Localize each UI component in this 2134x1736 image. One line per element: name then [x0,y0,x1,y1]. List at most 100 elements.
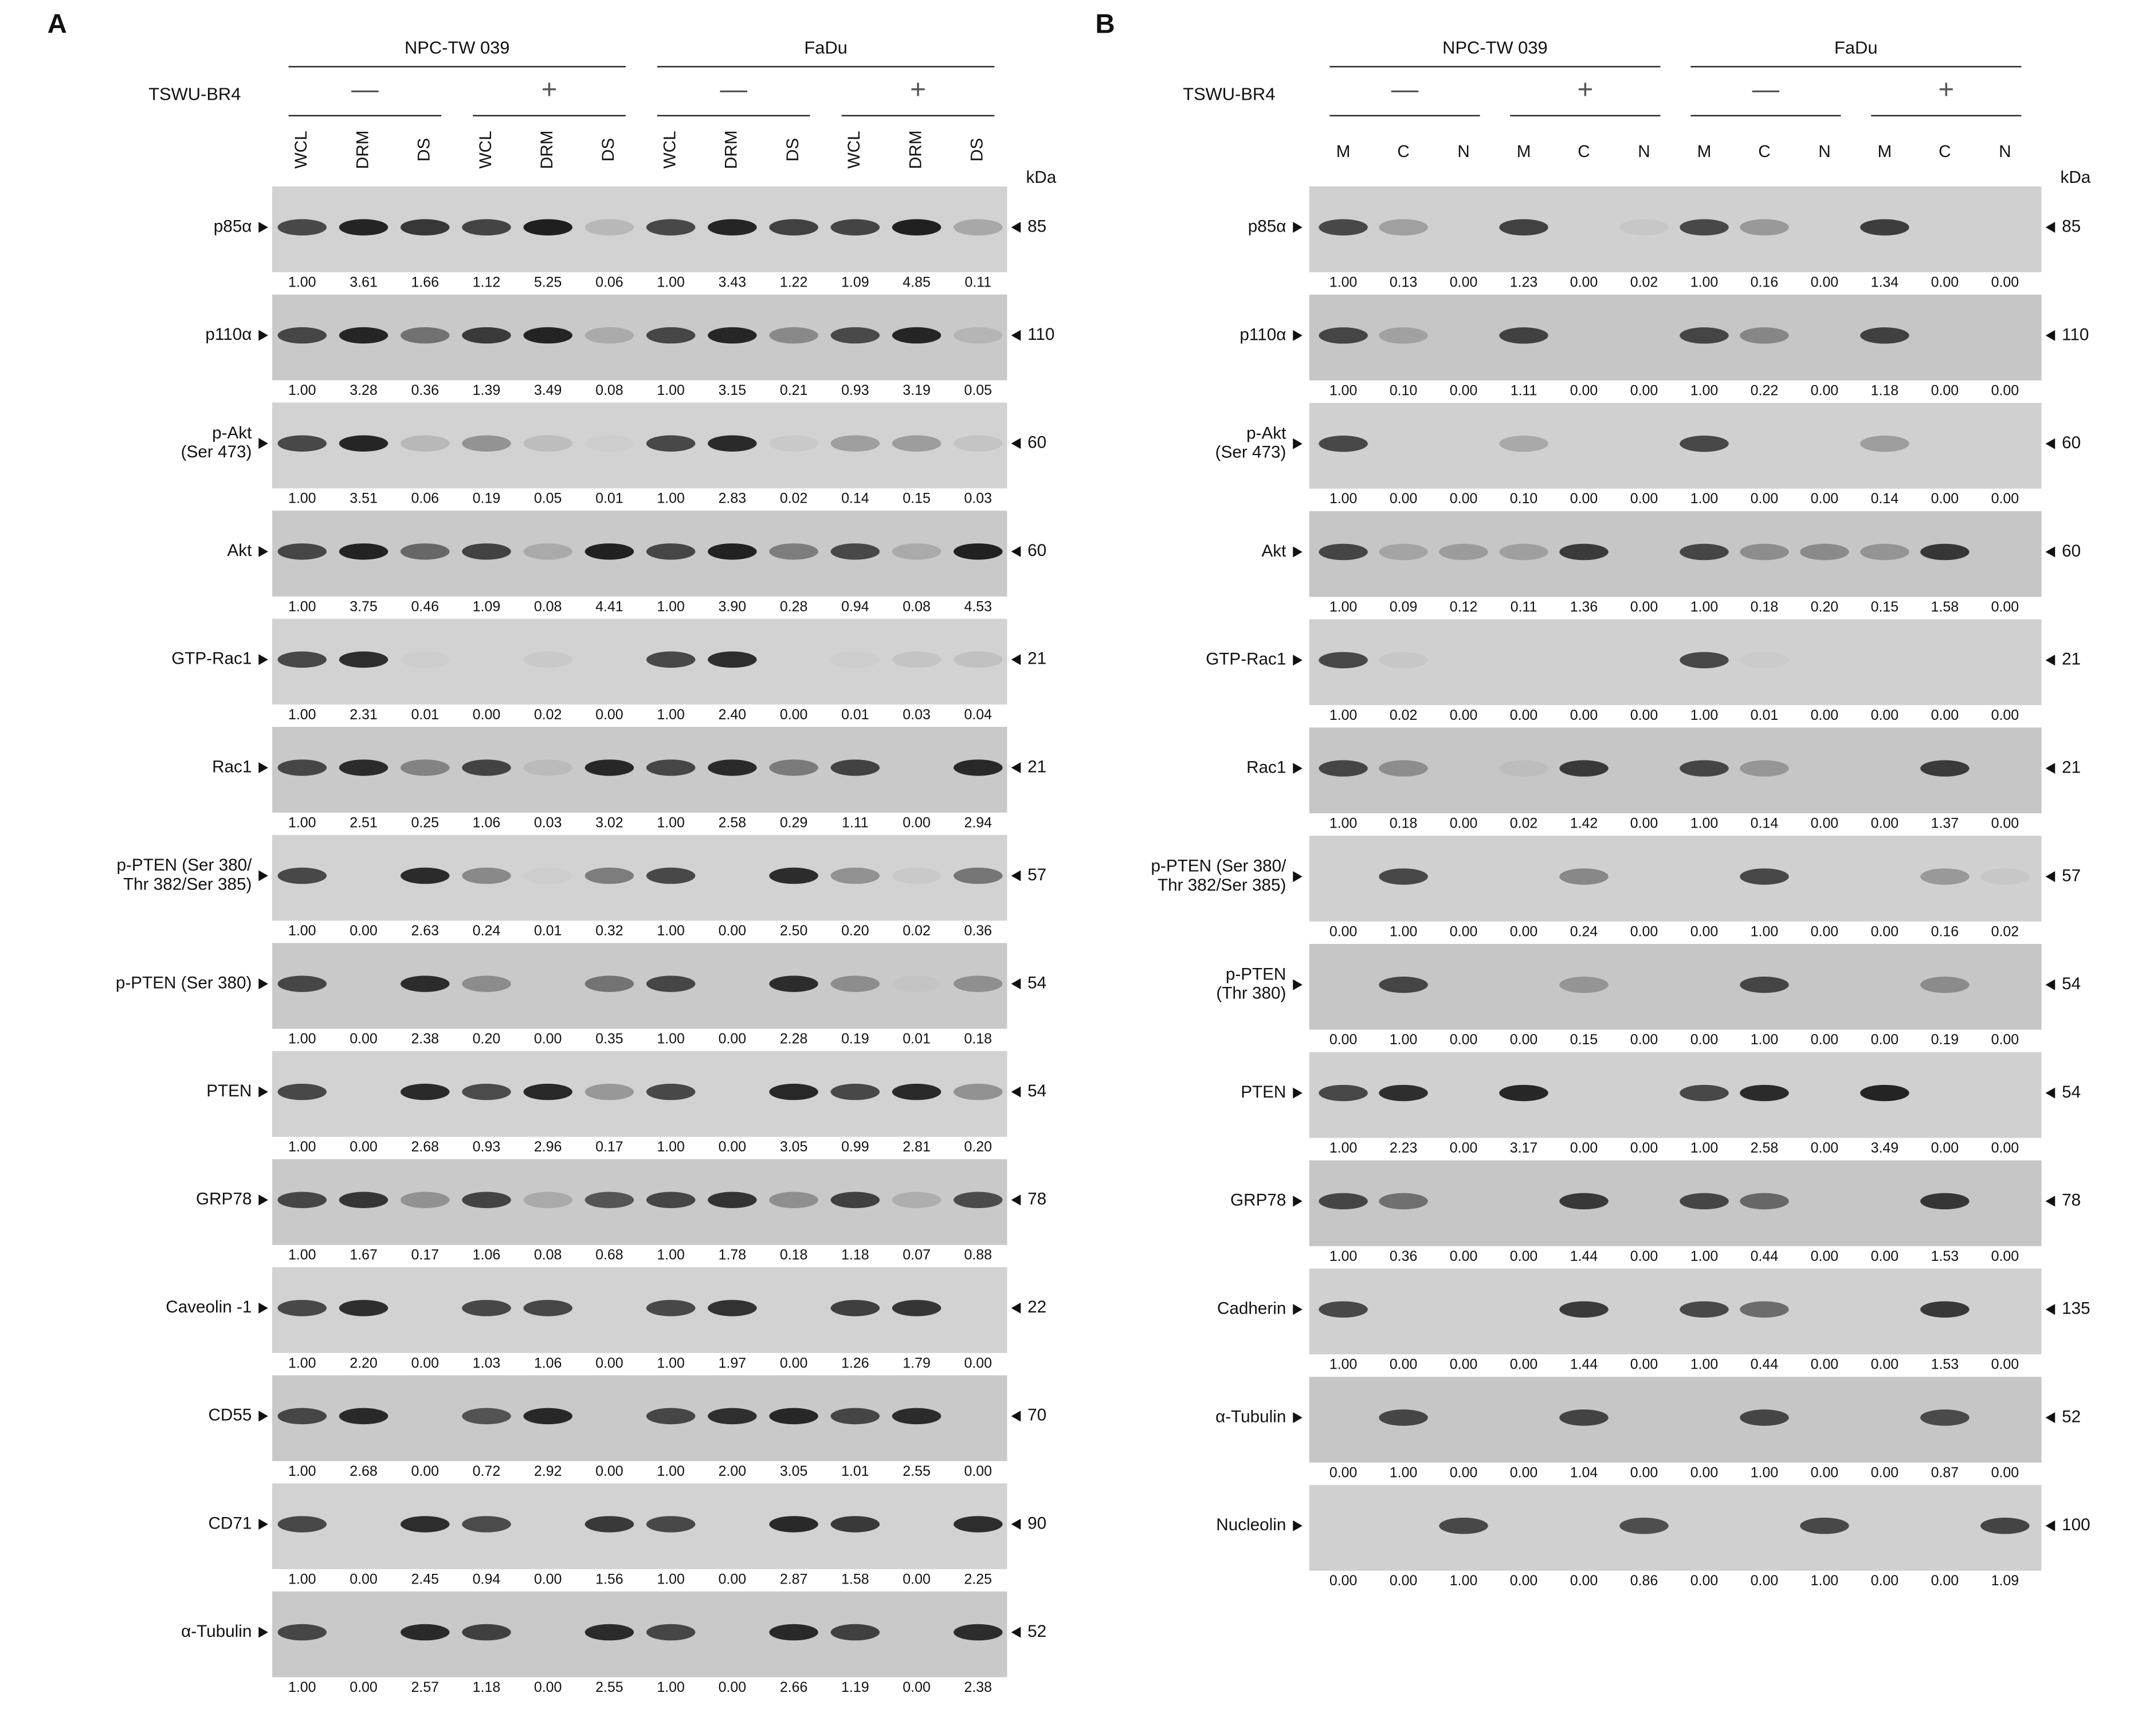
quant-value: 0.28 [780,598,808,614]
quant-value: 0.00 [780,1355,808,1371]
blot [272,834,1007,921]
band [954,1516,1003,1533]
marker-arrow [1293,1087,1303,1099]
lane-label: DS [783,138,802,162]
band [954,1192,1003,1208]
quant-value: 0.00 [595,1355,623,1371]
band [277,1083,327,1100]
quant-value: 0.19 [841,1031,869,1047]
quant-value: 1.26 [841,1355,869,1371]
band [954,543,1003,560]
band [954,219,1003,236]
band [1860,219,1909,236]
treatment-sign: + [910,75,926,105]
quant-value: 2.50 [780,923,808,939]
quant-value: 0.00 [1991,1032,2019,1048]
quant-value: 1.00 [1329,275,1358,291]
marker-arrow [2045,1412,2055,1424]
band [708,1300,757,1316]
band [1680,435,1729,452]
quant-value: 0.00 [1630,1248,1658,1264]
quant-value: 0.12 [1450,599,1478,615]
kda-label: 85 [2062,217,2081,236]
band [1499,543,1548,561]
quant-value: 1.01 [841,1463,869,1479]
quant-value: 0.00 [1690,1464,1719,1480]
quant-value: 0.00 [1991,816,2019,832]
kda-label: 60 [1027,433,1046,452]
band [585,436,634,452]
quant-value: 0.00 [1450,382,1478,398]
quant-value: 0.00 [1811,1248,1839,1264]
blot [1309,186,2042,272]
band [523,219,572,236]
treatment-label: TSWU-BR4 [1183,84,1275,104]
band [400,759,450,776]
quant-value: 2.94 [964,814,993,830]
kda-label: 78 [2062,1191,2081,1210]
band [339,1192,389,1208]
band [523,651,572,668]
kda-label: 52 [2062,1407,2081,1426]
marker-arrow [2045,1087,2055,1099]
quant-value: 0.00 [1630,1357,1658,1373]
band [1740,327,1789,344]
protein-label: (Ser 473) [181,442,252,461]
band [1379,1084,1428,1102]
marker-arrow [1011,1518,1021,1530]
quant-value: 2.83 [719,491,747,507]
quant-value: 1.06 [534,1355,562,1371]
band [277,1516,327,1533]
treatment-sign: + [1578,75,1594,105]
band [1860,435,1909,452]
marker-arrow [258,762,268,773]
quant-value: 0.01 [841,707,869,723]
protein-label: CD55 [208,1406,252,1425]
lane-label: C [1397,142,1409,161]
quant-value: 0.14 [841,491,869,507]
band [1740,1301,1789,1318]
quant-value: 1.58 [841,1571,869,1587]
protein-label: (Ser 473) [1215,443,1286,462]
blot [1309,1160,2042,1247]
band [462,219,511,236]
band [277,759,327,776]
protein-label: p85α [214,217,252,236]
quant-value: 2.68 [350,1463,378,1479]
quant-value: 1.00 [288,1031,316,1047]
blot [272,727,1007,813]
band [892,975,942,992]
band [954,1624,1003,1641]
quant-value: 0.00 [1931,491,1959,507]
quant-value: 2.00 [719,1463,747,1479]
quant-value: 0.44 [1751,1357,1779,1373]
quant-value: 0.05 [534,491,562,507]
quant-value: 2.66 [780,1679,808,1695]
quant-value: 0.08 [903,598,931,614]
band [1379,652,1428,669]
band [1920,1301,1970,1318]
blot [1309,1052,2042,1138]
quant-value: 2.51 [350,814,378,830]
protein-label: GRP78 [196,1190,252,1209]
quant-value: 2.55 [903,1463,931,1479]
quant-value: 1.00 [1329,816,1358,832]
quant-value: 1.00 [657,275,685,291]
marker-arrow [1011,546,1021,557]
quant-value: 1.00 [657,923,685,939]
band [646,759,696,776]
band [462,759,511,776]
quant-value: 0.00 [1811,491,1839,507]
band [892,327,942,344]
quant-value: 4.85 [903,275,931,291]
band [646,1083,696,1100]
band [646,219,696,236]
band [830,759,880,776]
quant-value: 0.13 [1390,275,1418,291]
band [1740,977,1789,993]
quant-value: 0.00 [1450,1248,1478,1264]
marker-arrow [1293,546,1303,558]
treatment-sign: — [1391,75,1419,105]
quant-value: 0.00 [534,1571,562,1587]
band [400,327,450,344]
